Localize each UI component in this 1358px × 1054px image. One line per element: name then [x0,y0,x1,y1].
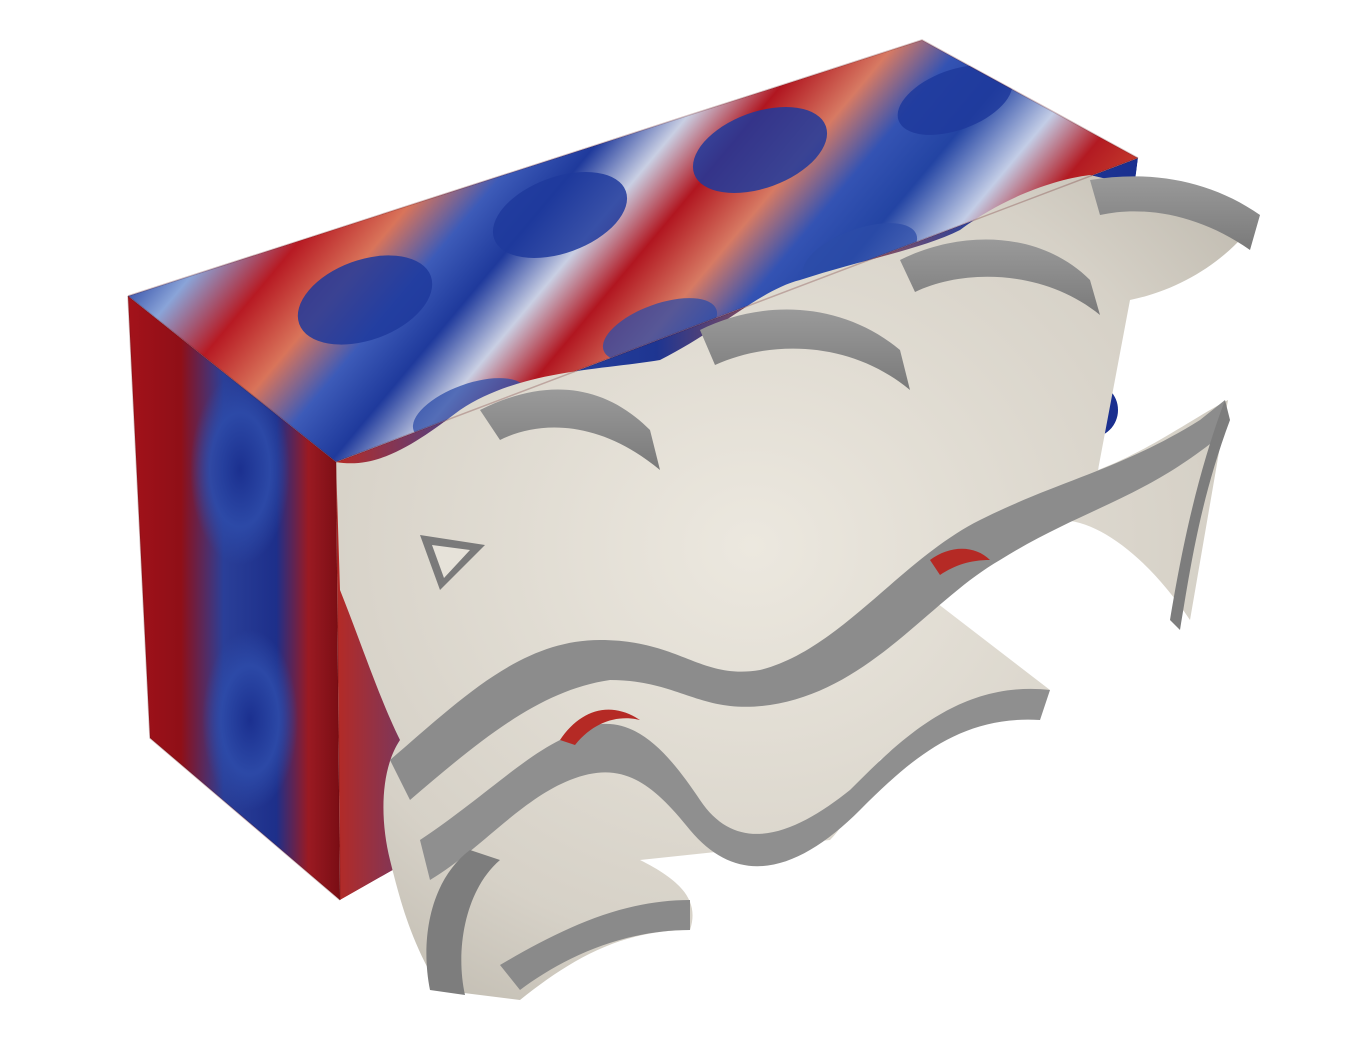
box-edges [127,39,1139,901]
lattice-rim-top-1 [480,389,660,470]
gyroid-lattice [336,175,1260,1000]
lattice-arc-bottom-left [426,850,500,995]
lattice-arc-right [1170,400,1230,630]
lattice-body [336,175,1260,1000]
